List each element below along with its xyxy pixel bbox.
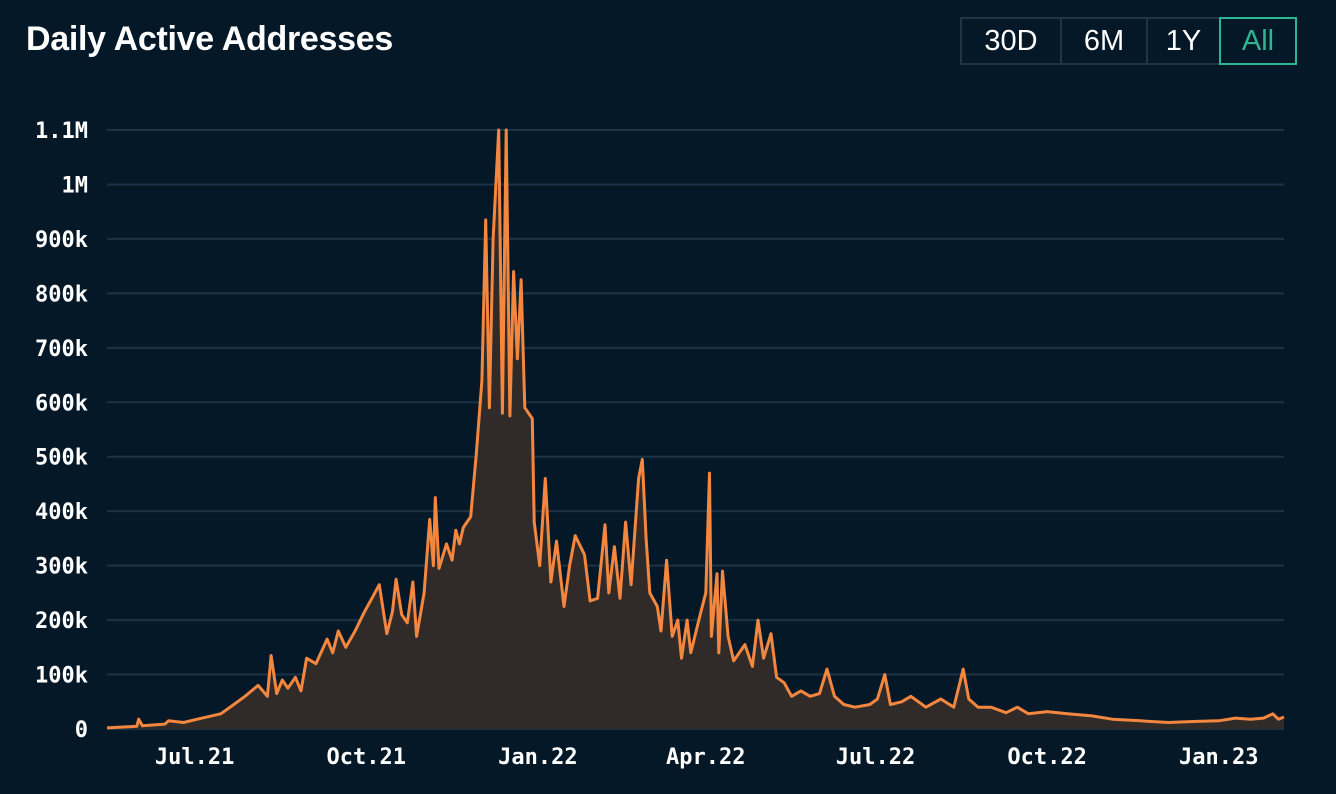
range-button-all[interactable]: All: [1219, 17, 1297, 65]
y-tick-label: 100k: [35, 664, 88, 689]
time-range-selector: 30D 6M 1Y All: [960, 17, 1297, 65]
range-button-30d[interactable]: 30D: [960, 17, 1062, 65]
x-axis-labels: Jul.21 Oct.21 Jan.22 Apr.22 Jul.22 Oct.22 Jan.…: [155, 745, 1259, 770]
y-axis-labels: 0 100k 200k 300k 400k 500k 600k 700k 800k 900k 1M 1…: [35, 119, 88, 743]
y-tick-label: 400k: [35, 500, 88, 525]
y-tick-label: 1.1M: [35, 119, 88, 144]
y-tick-label: 0: [75, 718, 88, 743]
x-tick-label: Jul.22: [836, 745, 915, 770]
y-tick-label: 800k: [35, 282, 88, 307]
x-tick-label: Jul.21: [155, 745, 234, 770]
x-tick-label: Jan.22: [498, 745, 577, 770]
range-button-6m[interactable]: 6M: [1060, 17, 1148, 65]
y-tick-label: 600k: [35, 391, 88, 416]
series-line: [106, 128, 1285, 730]
range-button-1y[interactable]: 1Y: [1146, 17, 1221, 65]
chart-title: Daily Active Addresses: [26, 20, 393, 58]
y-tick-label: 900k: [35, 228, 88, 253]
y-tick-label: 500k: [35, 446, 88, 471]
x-tick-label: Oct.21: [327, 745, 406, 770]
x-tick-label: Jan.23: [1179, 745, 1258, 770]
x-tick-label: Apr.22: [666, 745, 745, 770]
y-tick-label: 1M: [62, 173, 89, 198]
y-tick-label: 200k: [35, 609, 88, 634]
y-tick-label: 300k: [35, 555, 88, 580]
y-tick-label: 700k: [35, 337, 88, 362]
x-tick-label: Oct.22: [1007, 745, 1086, 770]
